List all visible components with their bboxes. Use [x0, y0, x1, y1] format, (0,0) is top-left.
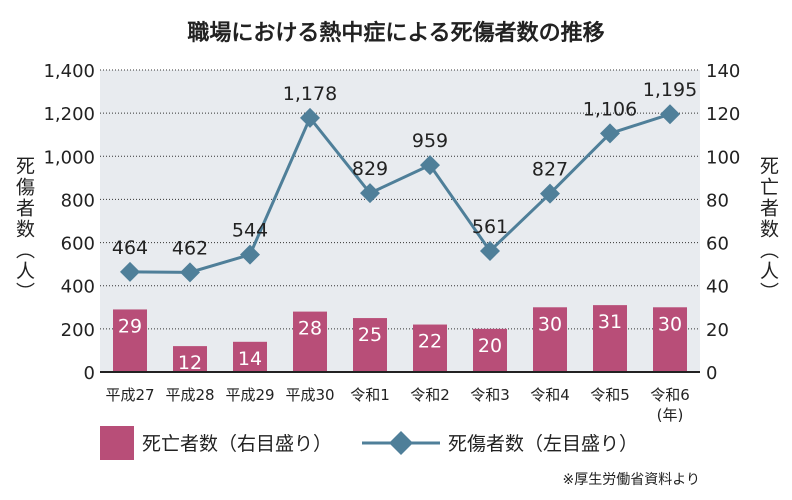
x-tick: 令和3 — [470, 386, 510, 404]
bar — [593, 305, 627, 372]
y-axis-label-left: 死傷者数（人） — [13, 156, 35, 303]
bar — [293, 311, 327, 372]
legend-diamond-icon — [389, 431, 413, 455]
line-label: 462 — [172, 237, 208, 259]
legend-bar-swatch — [100, 426, 134, 460]
x-unit: (年) — [657, 406, 684, 424]
x-tick: 平成30 — [285, 386, 334, 404]
line-marker — [480, 240, 500, 261]
bar — [473, 328, 507, 372]
y-tick-left: 1,400 — [43, 61, 95, 82]
line-label: 1,195 — [643, 79, 697, 101]
y-tick-left: 600 — [61, 234, 95, 255]
x-tick: 令和2 — [410, 386, 450, 404]
line-marker — [600, 123, 620, 144]
x-tick: 平成28 — [165, 386, 214, 404]
bar-label: 28 — [298, 318, 322, 340]
bar-label: 31 — [598, 311, 622, 333]
bar-label: 22 — [418, 331, 442, 353]
line-label: 561 — [472, 216, 508, 238]
legend-line-label: 死傷者数（左目盛り） — [448, 433, 638, 455]
y-tick-left: 800 — [61, 190, 95, 211]
y-tick-right: 140 — [706, 61, 740, 82]
line-marker — [180, 262, 200, 283]
line-label: 829 — [352, 158, 388, 180]
line-marker — [420, 155, 440, 176]
line-marker — [660, 104, 680, 125]
y-tick-right: 40 — [706, 277, 729, 298]
x-tick: 令和6 — [650, 386, 690, 404]
x-tick: 令和1 — [350, 386, 390, 404]
bar-label: 20 — [478, 335, 502, 357]
bar — [353, 318, 387, 372]
y-tick-right: 100 — [706, 147, 740, 168]
line-marker — [120, 261, 140, 282]
line-label: 464 — [112, 237, 148, 259]
x-tick: 令和4 — [530, 386, 570, 404]
bar — [653, 307, 687, 372]
y-tick-right: 60 — [706, 234, 729, 255]
x-tick: 平成27 — [105, 386, 154, 404]
y-tick-left: 1,000 — [43, 147, 95, 168]
y-tick-right: 0 — [706, 363, 717, 384]
bar-label: 12 — [178, 352, 202, 374]
line-marker — [360, 183, 380, 204]
x-tick: 令和5 — [590, 386, 630, 404]
line-label: 1,178 — [283, 83, 337, 105]
y-tick-right: 120 — [706, 104, 740, 125]
y-tick-left: 0 — [84, 363, 95, 384]
bar-label: 29 — [118, 315, 142, 337]
chart-title: 職場における熱中症による死傷者数の推移 — [187, 20, 604, 46]
source-note: ※厚生労働省資料より — [563, 472, 700, 488]
legend-bar-label: 死亡者数（右目盛り） — [142, 433, 332, 455]
bar-label: 25 — [358, 324, 382, 346]
bar-label: 30 — [658, 313, 682, 335]
line-marker — [540, 183, 560, 204]
bar — [413, 324, 447, 372]
line-series — [129, 112, 671, 274]
line-label: 1,106 — [583, 98, 637, 120]
line-label: 544 — [232, 220, 268, 242]
bar-label: 30 — [538, 313, 562, 335]
bar — [533, 307, 567, 372]
y-tick-left: 200 — [61, 320, 95, 341]
bar — [113, 309, 147, 372]
line-label: 827 — [532, 159, 568, 181]
bar-label: 14 — [238, 348, 262, 370]
y-tick-left: 400 — [61, 277, 95, 298]
x-tick: 平成29 — [225, 386, 274, 404]
line-marker — [240, 244, 260, 265]
line-label: 959 — [412, 130, 448, 152]
y-tick-left: 1,200 — [43, 104, 95, 125]
line-marker — [300, 107, 320, 128]
y-tick-right: 20 — [706, 320, 729, 341]
y-axis-label-right: 死亡者数（人） — [757, 156, 779, 303]
bar — [233, 341, 267, 372]
bar — [173, 346, 207, 372]
y-tick-right: 80 — [706, 190, 729, 211]
